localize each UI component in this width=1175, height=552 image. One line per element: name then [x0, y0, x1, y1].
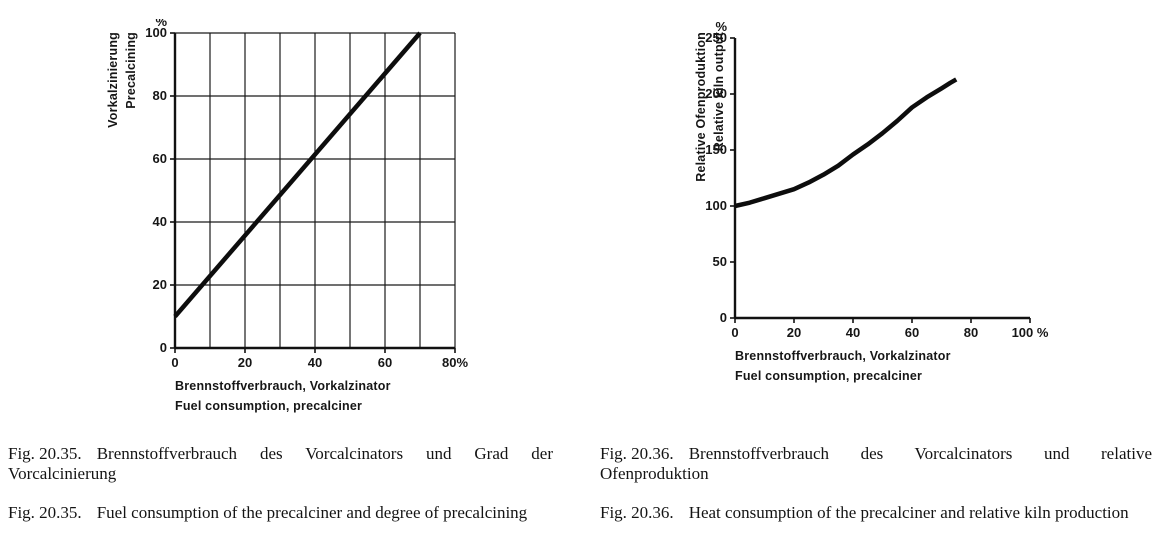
x-axis-title-de: Brennstoffverbrauch, Vorkalzinator: [175, 379, 391, 393]
figure-number: Fig. 20.35.: [8, 444, 82, 463]
svg-text:40: 40: [846, 325, 860, 340]
svg-text:%: %: [715, 19, 727, 34]
x-axis-title-de: Brennstoffverbrauch, Vorkalzinator: [735, 349, 951, 363]
svg-text:60: 60: [905, 325, 919, 340]
caption-fig-20-35-en: Fig. 20.35. Fuel consumption of the preca…: [8, 503, 553, 523]
svg-text:60: 60: [378, 355, 392, 370]
caption-fig-20-36-de: Fig. 20.36. Brennstoffverbrauch des Vorca…: [600, 444, 1152, 484]
svg-text:40: 40: [308, 355, 322, 370]
y-axis-title-left-chart: Vorkalzinierung Precalcining: [106, 32, 138, 207]
caption-column-right: Fig. 20.36. Brennstoffverbrauch des Vorca…: [600, 444, 1152, 542]
caption-text: Brennstoffverbrauch des Vorcalcinators u…: [600, 444, 1152, 483]
figure-number: Fig. 20.35.: [8, 503, 82, 522]
svg-text:50: 50: [713, 254, 727, 269]
x-axis-title-en: Fuel consumption, precalciner: [735, 369, 923, 383]
caption-text: Heat consumption of the precalciner and …: [688, 503, 1129, 522]
svg-text:20: 20: [238, 355, 252, 370]
svg-text:40: 40: [153, 214, 167, 229]
svg-text:80: 80: [964, 325, 978, 340]
caption-fig-20-36-en: Fig. 20.36. Heat consumption of the preca…: [600, 503, 1152, 523]
x-axis-title-left-chart: Brennstoffverbrauch, Vorkalzinator Fuel …: [175, 376, 391, 416]
figure-number: Fig. 20.36.: [600, 444, 674, 463]
svg-text:0: 0: [160, 340, 167, 355]
svg-text:60: 60: [153, 151, 167, 166]
figure-number: Fig. 20.36.: [600, 503, 674, 522]
svg-text:20: 20: [787, 325, 801, 340]
kiln-output-plot: 0 20 40 60 80 100 % 0 50 100 150 200 250%: [705, 19, 1049, 340]
caption-text: Brennstoffverbrauch des Vorcalcinators u…: [8, 444, 553, 483]
x-axis-title-en: Fuel consumption, precalciner: [175, 399, 363, 413]
svg-text:100 %: 100 %: [1012, 325, 1049, 340]
svg-text:0: 0: [731, 325, 738, 340]
caption-column-left: Fig. 20.35. Brennstoffverbrauch des Vorca…: [8, 444, 553, 542]
precalcining-plot: 0 20 40 60 80% 0 20 40 60 80 100%: [145, 19, 468, 370]
svg-text:200: 200: [705, 86, 727, 101]
svg-text:80: 80: [153, 88, 167, 103]
svg-text:100: 100: [145, 25, 167, 40]
svg-text:0: 0: [171, 355, 178, 370]
svg-text:80%: 80%: [442, 355, 468, 370]
svg-text:250: 250: [705, 30, 727, 45]
svg-text:%: %: [155, 19, 167, 29]
caption-fig-20-35-de: Fig. 20.35. Brennstoffverbrauch des Vorca…: [8, 444, 553, 484]
fig-20-36-figure: Relative Ofenproduktion Relative kiln ou…: [660, 8, 1140, 420]
svg-text:20: 20: [153, 277, 167, 292]
caption-text: Fuel consumption of the precalciner and …: [96, 503, 528, 522]
fig-20-35-figure: Vorkalzinierung Precalcining 0 20 40 60 80% 0…: [100, 8, 560, 420]
svg-text:150: 150: [705, 142, 727, 157]
svg-text:0: 0: [720, 310, 727, 325]
svg-text:100: 100: [705, 198, 727, 213]
x-axis-title-right-chart: Brennstoffverbrauch, Vorkalzinator Fuel …: [735, 346, 951, 386]
y-axis-title-de: Vorkalzinierung: [106, 32, 120, 128]
